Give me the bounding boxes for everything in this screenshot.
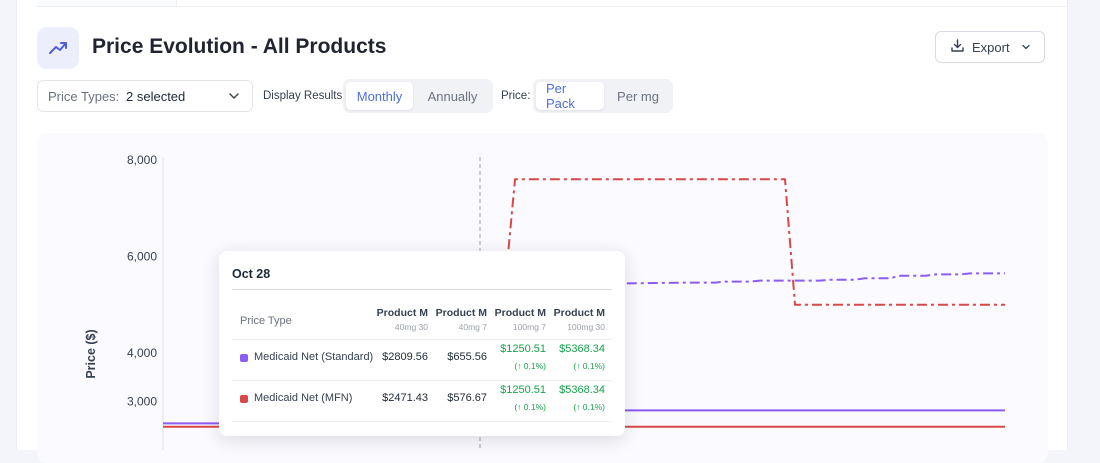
column-name: Product M: [376, 307, 428, 319]
chevron-down-icon: [228, 90, 240, 105]
column-name: Product M: [435, 307, 487, 319]
row-divider: [232, 421, 612, 422]
tab-strip: [36, 0, 1066, 7]
tooltip-column-header: Product M 40mg 7: [425, 307, 487, 332]
column-sub: 40mg 7: [458, 322, 487, 332]
price-types-value: 2 selected: [126, 88, 186, 104]
column-name: Product M: [553, 307, 605, 319]
export-label: Export: [972, 39, 1010, 55]
row-price-type: Medicaid Net (Standard): [254, 351, 374, 363]
price-types-label: Price Types:: [48, 88, 120, 104]
series-swatch: [240, 354, 248, 362]
row-change: (↑ 0.1%): [573, 361, 605, 371]
y-tick-label: 8,000: [127, 153, 157, 167]
column-name: Product M: [494, 307, 546, 319]
tooltip-header-price-type: Price Type: [240, 315, 292, 327]
row-change: (↑ 0.1%): [514, 402, 546, 412]
row-divider: [232, 380, 612, 381]
chevron-down-icon: [1021, 40, 1031, 55]
chart-tooltip: Oct 28 Price Type Product M 40mg 30 Prod…: [219, 251, 625, 436]
column-sub: 40mg 30: [394, 322, 428, 332]
price-per-mg-button[interactable]: Per mg: [617, 88, 659, 104]
export-button[interactable]: Export: [935, 31, 1045, 63]
row-value: $1250.51: [500, 343, 546, 355]
display-annually-button[interactable]: Annually: [427, 88, 478, 104]
series-line: [480, 272, 1005, 288]
display-monthly-button[interactable]: Monthly: [346, 82, 413, 110]
series-swatch: [240, 395, 248, 403]
row-divider: [232, 339, 612, 340]
row-value: $5368.34: [559, 343, 605, 355]
row-value: $2809.56: [382, 351, 428, 363]
row-value: $576.67: [447, 392, 487, 404]
series-line: [480, 178, 1005, 306]
row-change: (↑ 0.1%): [514, 361, 546, 371]
row-value: $2471.43: [382, 392, 428, 404]
y-tick-label: 3,000: [127, 394, 157, 408]
row-change: (↑ 0.1%): [573, 402, 605, 412]
column-sub: 100mg 30: [567, 322, 605, 332]
column-sub: 100mg 7: [512, 322, 546, 332]
trending-up-icon: [37, 27, 79, 69]
y-tick-label: 6,000: [127, 250, 157, 264]
tooltip-column-header: Product M 100mg 7: [484, 307, 546, 332]
price-types-select[interactable]: Price Types: 2 selected: [37, 80, 253, 112]
y-axis-title: Price ($): [84, 329, 98, 378]
price-unit-toggle: Per Pack Per mg: [533, 79, 673, 113]
tooltip-date: Oct 28: [232, 267, 271, 281]
tooltip-row: Medicaid Net (MFN) $2471.43 $576.67 $125…: [232, 380, 612, 420]
row-value: $1250.51: [500, 384, 546, 396]
page-title: Price Evolution - All Products: [92, 35, 387, 58]
tab-active[interactable]: [38, 0, 177, 6]
tooltip-column-header: Product M 100mg 30: [543, 307, 605, 332]
display-results-label: Display Results:: [263, 90, 346, 102]
row-price-type: Medicaid Net (MFN): [254, 392, 353, 404]
tooltip-row: Medicaid Net (Standard) $2809.56 $655.56…: [232, 339, 612, 379]
display-results-toggle: Monthly Annually: [343, 79, 493, 113]
download-icon: [950, 38, 965, 56]
row-value: $655.56: [447, 351, 487, 363]
price-label: Price:: [501, 90, 531, 102]
tooltip-divider: [232, 289, 612, 290]
tooltip-column-header: Product M 40mg 30: [366, 307, 428, 332]
y-tick-label: 4,000: [127, 346, 157, 360]
price-per-pack-button[interactable]: Per Pack: [536, 81, 604, 111]
row-value: $5368.34: [559, 384, 605, 396]
